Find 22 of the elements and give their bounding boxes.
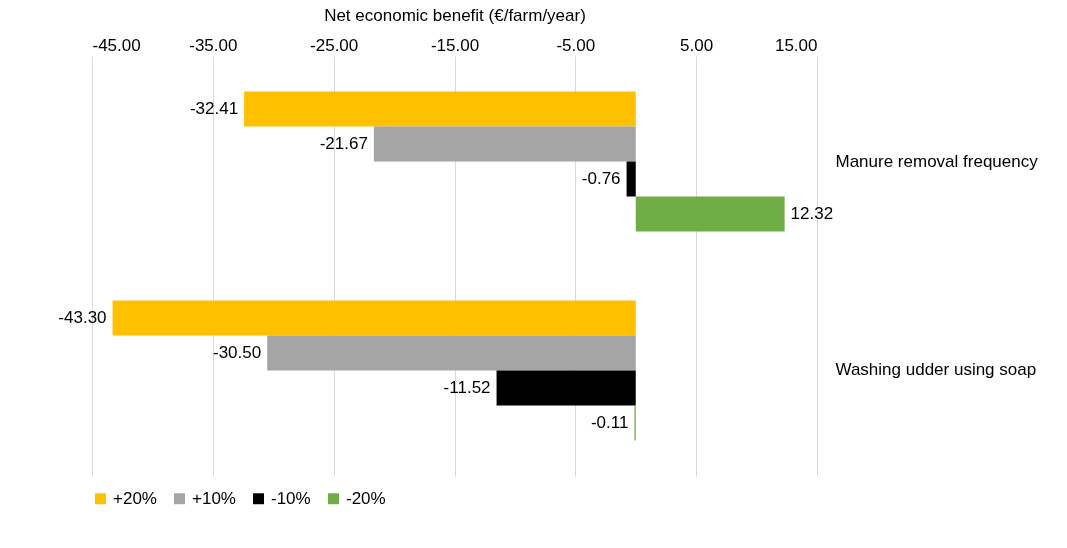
- x-tick-label: -5.00: [556, 35, 596, 55]
- y-tick-label: Manure removal frequency: [835, 151, 1039, 171]
- x-tick-label: 5.00: [680, 35, 714, 55]
- data-label: -0.11: [590, 412, 629, 432]
- data-label: -11.52: [443, 377, 491, 397]
- data-label: -32.41: [189, 99, 239, 119]
- x-tick-label: -25.00: [310, 35, 359, 55]
- data-label: 12.32: [790, 204, 834, 224]
- legend-label: -20%: [346, 488, 386, 508]
- x-tick-label: -15.00: [430, 35, 480, 55]
- x-tick-label: -45.00: [92, 35, 141, 55]
- data-label: -30.50: [213, 342, 262, 362]
- y-tick-label: Washing udder using soap: [835, 360, 1037, 380]
- legend-label: +10%: [192, 488, 236, 508]
- x-tick-label: 15.00: [774, 35, 818, 55]
- x-axis-title: Net economic benefit (€/farm/year): [324, 5, 586, 25]
- data-label: -0.76: [581, 169, 621, 189]
- x-tick-label: -35.00: [189, 35, 238, 55]
- data-label: -21.67: [319, 134, 368, 154]
- legend-label: -10%: [271, 488, 311, 508]
- data-label: -43.30: [58, 307, 107, 327]
- legend-label: +20%: [113, 488, 157, 508]
